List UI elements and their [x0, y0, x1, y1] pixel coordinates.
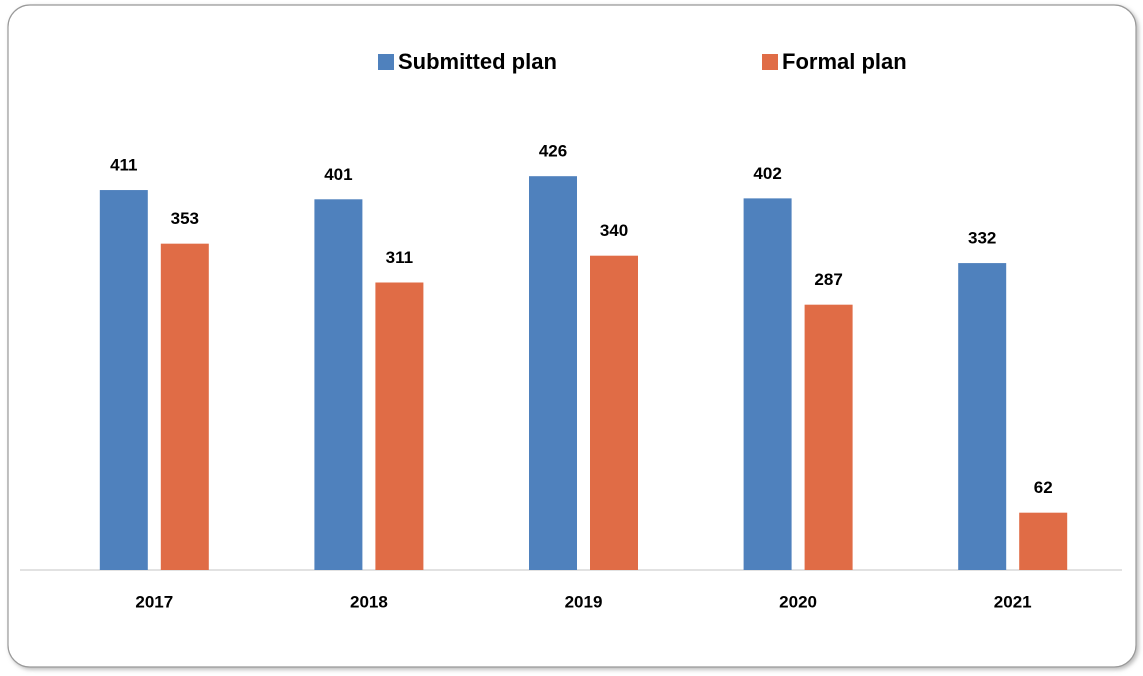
data-label: 426 [539, 142, 567, 161]
x-tick-label: 2018 [350, 592, 388, 611]
bar [1019, 512, 1068, 570]
bar [314, 199, 363, 570]
bar [804, 304, 853, 570]
legend-label: Submitted plan [398, 49, 557, 74]
x-tick-label: 2017 [135, 592, 173, 611]
data-label: 340 [600, 221, 628, 240]
data-label: 402 [753, 164, 781, 183]
data-label: 401 [324, 165, 352, 184]
bar [99, 190, 148, 570]
data-label: 287 [814, 270, 842, 289]
legend-swatch [762, 54, 778, 70]
bar [375, 282, 424, 570]
data-label: 353 [171, 209, 199, 228]
bar [958, 263, 1007, 570]
legend-label: Formal plan [782, 49, 907, 74]
x-tick-label: 2021 [994, 592, 1032, 611]
bar [590, 255, 638, 570]
bar [160, 243, 209, 570]
x-tick-label: 2019 [565, 592, 603, 611]
x-tick-label: 2020 [779, 592, 817, 611]
data-label: 411 [110, 156, 137, 175]
legend-swatch [378, 54, 394, 70]
bar [743, 198, 792, 570]
data-label: 62 [1034, 478, 1053, 497]
bar [529, 176, 577, 571]
data-label: 311 [386, 248, 413, 267]
data-label: 332 [968, 229, 996, 248]
